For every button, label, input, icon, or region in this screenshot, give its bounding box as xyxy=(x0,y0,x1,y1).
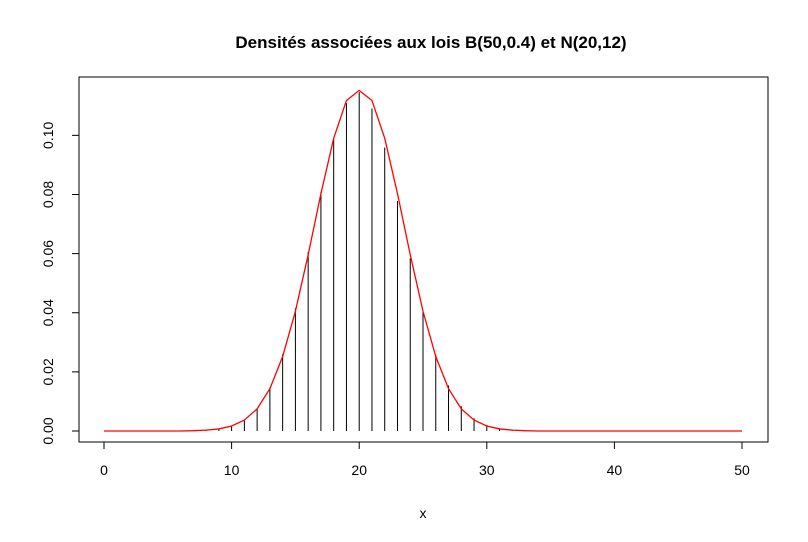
chart-title: Densités associées aux lois B(50,0.4) et… xyxy=(235,33,626,52)
x-tick-label: 0 xyxy=(100,462,108,478)
y-tick-label: 0.02 xyxy=(40,358,56,385)
x-tick-label: 20 xyxy=(351,462,367,478)
y-tick-label: 0.08 xyxy=(40,181,56,208)
y-tick-label: 0.10 xyxy=(40,122,56,149)
x-axis-title: x xyxy=(420,505,427,521)
normal-density-curve xyxy=(104,89,742,432)
x-tick-label: 30 xyxy=(479,462,495,478)
x-tick-label: 10 xyxy=(224,462,240,478)
y-tick-label: 0.00 xyxy=(40,417,56,444)
y-axis: 0.00 0.02 0.04 0.06 0.08 0.10 xyxy=(40,122,80,445)
y-tick-label: 0.06 xyxy=(40,240,56,267)
y-tick-label: 0.04 xyxy=(40,299,56,326)
x-tick-label: 50 xyxy=(734,462,750,478)
binomial-spikes xyxy=(192,92,526,431)
x-axis: 0 10 20 30 40 50 xyxy=(100,441,750,478)
x-tick-label: 40 xyxy=(607,462,623,478)
